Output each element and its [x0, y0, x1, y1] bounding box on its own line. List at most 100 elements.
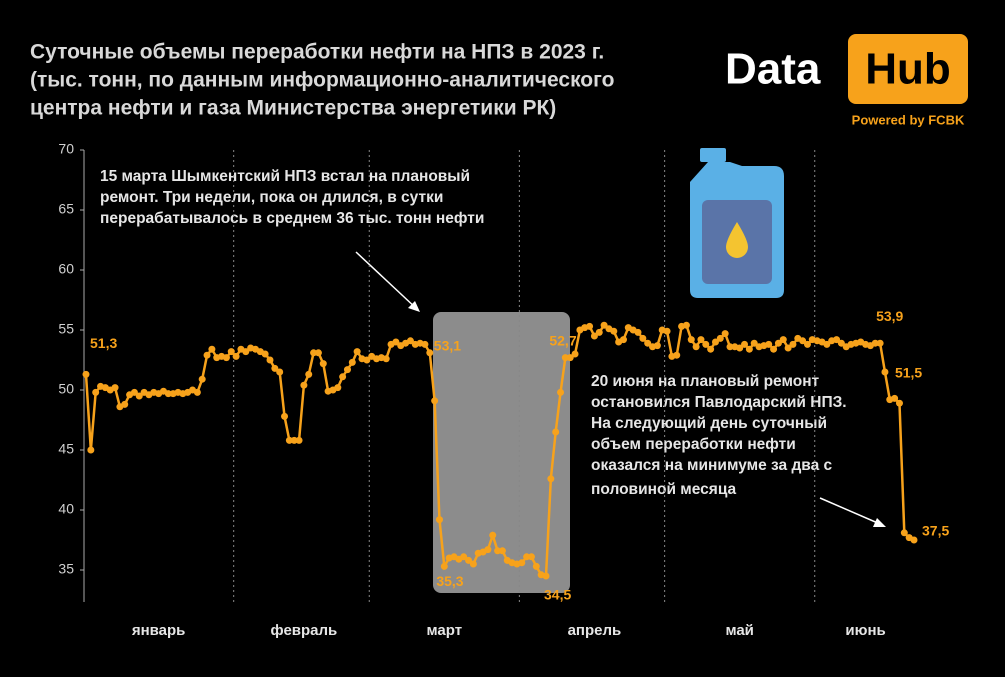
data-point	[484, 546, 492, 554]
data-point	[711, 338, 719, 346]
annotation: 15 марта Шымкентский НПЗ встал на планов…	[100, 168, 470, 185]
data-point	[460, 553, 468, 561]
data-point	[203, 351, 211, 359]
y-tick-label: 50	[58, 381, 74, 397]
data-point	[498, 547, 506, 555]
data-point	[823, 340, 831, 348]
data-label: 53,9	[876, 308, 903, 324]
data-point	[779, 336, 787, 344]
data-point	[871, 339, 879, 347]
annotation: ремонт. Три недели, пока он длился, в су…	[100, 189, 443, 206]
data-point	[692, 343, 700, 351]
data-point	[319, 360, 327, 368]
data-point	[566, 354, 574, 362]
data-point	[663, 327, 671, 335]
arrow	[819, 497, 881, 525]
x-tick-label: январь	[132, 622, 186, 639]
data-point	[789, 340, 797, 348]
data-point	[876, 339, 884, 347]
data-point	[750, 339, 758, 347]
data-point	[707, 345, 715, 353]
data-point	[353, 348, 361, 356]
data-point	[494, 547, 502, 555]
data-label: 53,1	[434, 338, 461, 354]
data-point	[305, 370, 313, 378]
annotation: остановился Павлодарский НПЗ.	[591, 394, 847, 411]
data-point	[111, 384, 119, 392]
data-point	[586, 322, 594, 330]
canister-icon	[690, 148, 784, 298]
data-point	[281, 412, 289, 420]
data-point	[421, 340, 429, 348]
data-point	[523, 553, 531, 561]
data-point	[799, 337, 807, 345]
annotation: оказался на минимуме за два с	[591, 457, 833, 474]
data-point	[532, 562, 540, 570]
data-point	[726, 343, 734, 351]
data-point	[687, 336, 695, 344]
data-label: 52,7	[549, 332, 576, 348]
data-point	[881, 368, 889, 376]
data-point	[595, 328, 603, 336]
chart-title: (тыс. тонн, по данным информационно-анал…	[30, 69, 614, 92]
data-point	[774, 339, 782, 347]
arrow-head	[873, 518, 886, 527]
annotation: На следующий день суточный	[591, 415, 827, 432]
data-point	[803, 340, 811, 348]
data-point	[121, 400, 129, 408]
data-point	[697, 336, 705, 344]
data-point	[489, 531, 497, 539]
data-point	[276, 368, 284, 376]
data-point	[261, 350, 269, 358]
data-point	[900, 529, 908, 537]
data-point	[435, 516, 443, 524]
data-label: 37,5	[922, 523, 949, 539]
data-point	[208, 345, 216, 353]
data-point	[295, 436, 303, 444]
data-point	[242, 348, 250, 356]
data-point	[92, 388, 100, 396]
annotation: перерабатывалось в среднем 36 тыс. тонн …	[100, 210, 484, 227]
data-point	[653, 342, 661, 350]
annotation: 20 июня на плановый ремонт	[591, 373, 820, 390]
data-point	[644, 339, 652, 347]
data-point	[135, 392, 143, 400]
data-point	[910, 536, 918, 544]
data-point	[682, 321, 690, 329]
data-point	[426, 349, 434, 357]
data-point	[673, 351, 681, 359]
data-point	[547, 475, 555, 483]
data-point	[634, 328, 642, 336]
data-point	[266, 356, 274, 364]
chart-title: Суточные объемы переработки нефти на НПЗ…	[30, 41, 604, 64]
data-label: 34,5	[544, 587, 571, 603]
data-point	[518, 559, 526, 567]
data-point	[784, 344, 792, 352]
data-point	[431, 397, 439, 405]
data-point	[193, 388, 201, 396]
data-point	[343, 366, 351, 374]
data-point	[465, 556, 473, 564]
y-tick-label: 65	[58, 201, 74, 217]
x-tick-label: февраль	[271, 622, 338, 639]
data-point	[406, 337, 414, 345]
annotation: объем переработки нефти	[591, 436, 796, 453]
data-point	[837, 339, 845, 347]
y-tick-label: 60	[58, 261, 74, 277]
data-point	[557, 388, 565, 396]
data-point	[314, 349, 322, 357]
y-tick-label: 35	[58, 561, 74, 577]
data-point	[334, 384, 342, 392]
data-label: 51,3	[90, 335, 117, 351]
arrow	[355, 251, 419, 311]
data-point	[833, 336, 841, 344]
data-point	[469, 560, 477, 568]
logo-text: Data	[725, 45, 821, 94]
arrow-head	[408, 301, 420, 312]
data-point	[232, 352, 240, 360]
data-point	[736, 344, 744, 352]
data-point	[392, 338, 400, 346]
data-point	[527, 553, 535, 561]
y-tick-label: 45	[58, 441, 74, 457]
x-tick-label: июнь	[845, 622, 885, 639]
